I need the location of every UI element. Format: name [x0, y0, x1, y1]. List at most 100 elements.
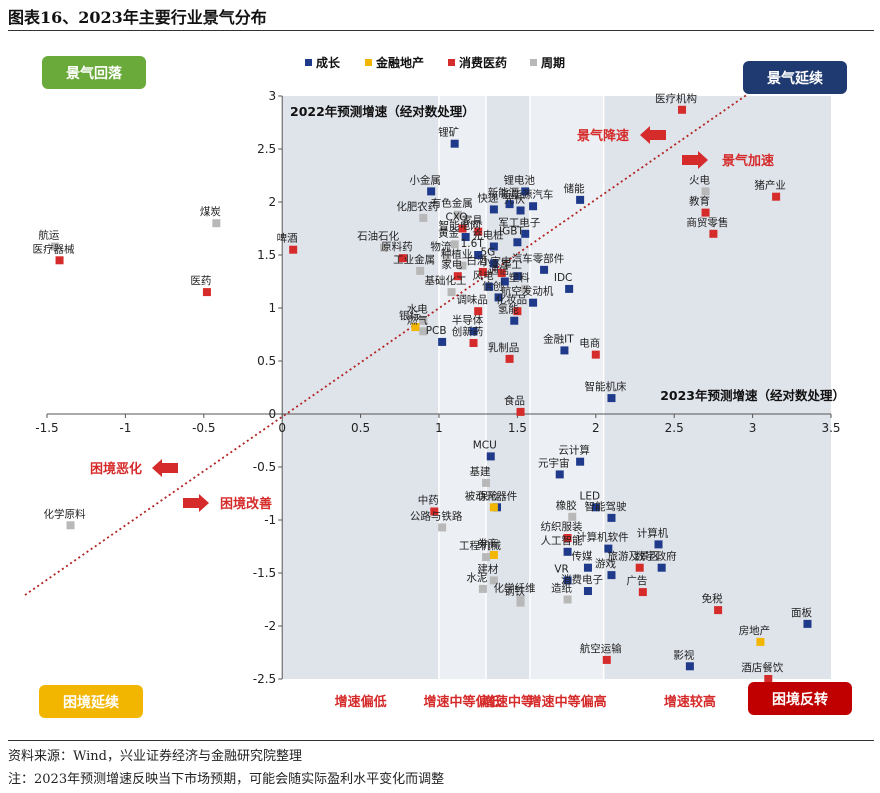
data-point [427, 187, 436, 196]
quadrant-label-bottom_left: 困境延续 [63, 694, 119, 711]
y-tick-label: -1 [264, 513, 276, 527]
data-point [442, 254, 451, 263]
point-label: 基础化工 [425, 274, 467, 287]
data-point [458, 224, 467, 233]
arrow-improve-icon [183, 494, 209, 512]
point-label: VR [554, 563, 568, 575]
data-point [685, 662, 694, 671]
data-point [521, 187, 530, 196]
band-label-4: 增速较高 [664, 694, 716, 710]
y-tick-label: -1.5 [253, 566, 276, 580]
point-label: 有色金属 [431, 197, 473, 210]
y-tick-label: 0.5 [257, 354, 276, 368]
quadrant-label-top_left: 景气回落 [66, 65, 123, 82]
point-label: 基建 [470, 465, 491, 478]
band-label-2: 增速中等 [482, 694, 534, 710]
data-point [602, 655, 611, 664]
data-point [803, 619, 812, 628]
y-tick-label: -2.5 [253, 672, 276, 686]
data-point [380, 243, 389, 252]
point-label: 物流 [430, 240, 451, 253]
point-label: 电商 [579, 337, 600, 350]
x-tick-label: -1 [119, 421, 131, 435]
data-point [212, 219, 221, 228]
point-label: 被动元器件 [465, 489, 518, 502]
point-label: 新能源 [488, 186, 520, 199]
data-point [485, 282, 494, 291]
data-point [701, 187, 710, 196]
y-tick-label: -2 [264, 619, 276, 633]
data-point [513, 307, 522, 316]
data-point [521, 229, 530, 238]
point-label: 钢铁 [504, 585, 525, 598]
point-label: 黄金 [438, 226, 459, 239]
data-point [419, 213, 428, 222]
data-point [474, 307, 483, 316]
legend-label-1: 金融地产 [375, 55, 424, 70]
point-label: 1.6T [461, 238, 485, 250]
data-point [568, 512, 577, 521]
diagonal-line [24, 93, 749, 596]
data-point [489, 259, 498, 268]
point-label: 智能驾驶 [584, 500, 626, 513]
data-point [521, 284, 530, 293]
data-point [489, 550, 498, 559]
point-label: 广告 [626, 574, 647, 587]
figure-title: 图表16、2023年主要行业景气分布 [8, 8, 267, 27]
point-label: 医疗器械 [33, 242, 75, 255]
legend-marker-2 [448, 59, 455, 66]
legend-marker-1 [365, 59, 372, 66]
point-label: PCB [426, 325, 447, 337]
footer-rule [8, 740, 874, 741]
data-point [657, 563, 666, 572]
point-label: 水泥 [466, 571, 487, 584]
point-label: 免税 [702, 592, 723, 605]
point-label: 计算机 [637, 526, 669, 539]
point-label: 种植业 [441, 248, 473, 261]
data-point [478, 584, 487, 593]
data-point [607, 394, 616, 403]
point-label: 数字政府 [635, 550, 677, 563]
point-label: 燃气 [407, 313, 428, 326]
scatter-chart: -1.5 -1 -0.5 0 0.5 1 1.5 2 2.5 3 3.5 -2.5 -2 -1.5 -1 -0… [24, 55, 852, 718]
data-point [529, 298, 538, 307]
data-point [635, 563, 644, 572]
data-point [638, 588, 647, 597]
point-label: 新能源汽车 [501, 188, 554, 201]
point-label: 智能机床 [584, 380, 626, 393]
point-label: 食品 [504, 394, 525, 407]
quadrant-box-bottom_left [39, 685, 143, 718]
data-point [513, 238, 522, 247]
point-label: 家电 [441, 258, 462, 271]
data-point [489, 503, 498, 512]
point-label: 塑料 [509, 271, 530, 284]
point-label: 5G [480, 246, 495, 258]
point-label: 银行 [399, 309, 420, 322]
point-label: 面板 [791, 606, 812, 619]
point-label: 人工智能 [541, 534, 583, 547]
data-point [438, 523, 447, 532]
point-label: 储能 [564, 182, 585, 195]
arrow-label-decline: 景气降速 [577, 128, 629, 144]
quadrant-label-top_right: 景气延续 [767, 70, 823, 87]
x-tick-label: 3 [749, 421, 757, 435]
y-tick-label: 0 [269, 407, 277, 421]
data-point [450, 240, 459, 249]
data-point [500, 277, 509, 286]
data-point [66, 521, 75, 530]
point-label: 造纸 [551, 582, 572, 595]
data-point [583, 587, 592, 596]
data-point [591, 503, 600, 512]
data-point [461, 232, 470, 241]
data-point [576, 195, 585, 204]
arrow-label-worsen: 困境恶化 [90, 461, 142, 477]
y-tick-label: -0.5 [253, 460, 276, 474]
point-label: 航空发动机 [501, 285, 554, 298]
point-label: 调味品 [456, 294, 488, 306]
point-label: LED [580, 490, 601, 502]
quadrant-label-bottom_right: 困境反转 [772, 691, 828, 708]
data-point [555, 470, 564, 479]
data-point [701, 208, 710, 217]
y-tick-label: 1 [269, 301, 277, 315]
point-label: 计算机软件 [576, 531, 629, 544]
